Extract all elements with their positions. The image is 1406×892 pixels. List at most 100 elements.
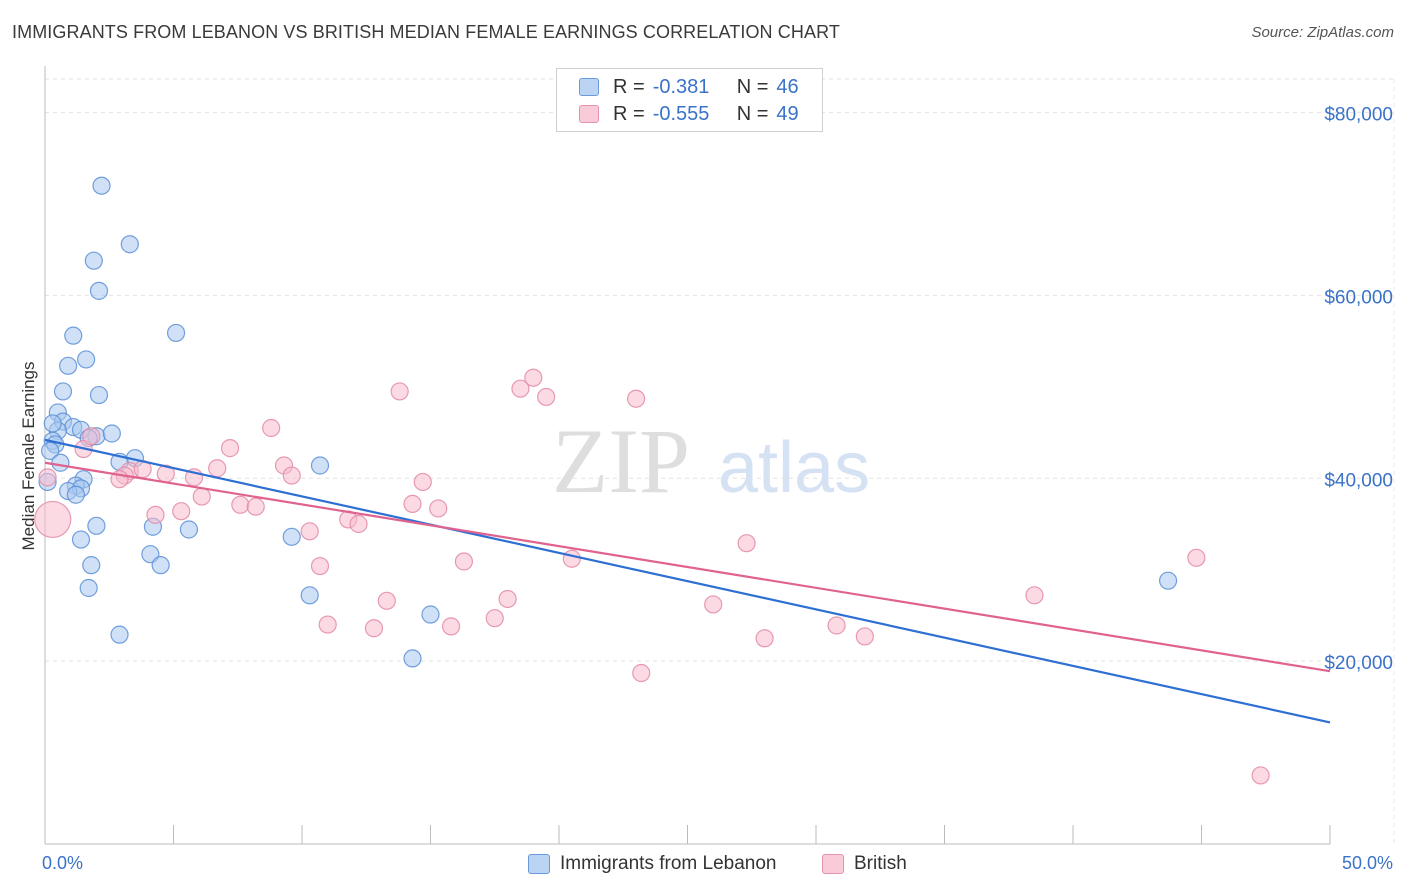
british-point: [737, 534, 756, 553]
lebanon-point: [120, 235, 139, 254]
lebanon-point: [79, 578, 98, 598]
points: [34, 176, 1270, 785]
legend-swatch-lebanon: [579, 78, 599, 96]
british-point: [704, 595, 723, 614]
legend-row-british: R = -0.555 N = 49: [579, 102, 799, 126]
legend-swatch-british: [579, 105, 599, 123]
british-point: [300, 522, 319, 541]
british-point: [172, 502, 191, 521]
british-point: [1025, 586, 1044, 605]
british-point: [403, 494, 422, 513]
lebanon-point: [71, 530, 91, 549]
lebanon-point: [84, 251, 103, 270]
trend-lines: [44, 438, 1331, 724]
british-point: [855, 627, 874, 646]
y-axis-label: Median Female Earnings: [19, 362, 38, 551]
lebanon-point: [66, 485, 85, 504]
lebanon-point: [1158, 571, 1178, 590]
lebanon-point: [82, 556, 101, 575]
lebanon-point: [151, 556, 170, 575]
y-tick-label: $40,000: [1324, 470, 1393, 491]
legend-r-value: -0.555: [652, 102, 710, 125]
watermark-atlas: atlas: [718, 428, 870, 508]
british-point: [485, 609, 504, 628]
british-point: [441, 617, 461, 636]
legend-n-label: N =: [736, 75, 769, 98]
lebanon-point: [421, 605, 440, 624]
british-point: [192, 487, 211, 506]
british-point: [38, 468, 57, 487]
axes: [44, 66, 1331, 845]
british-point: [390, 382, 409, 401]
british-point: [262, 418, 281, 438]
bottom-legend-british: British: [822, 852, 907, 876]
lebanon-trend-line: [44, 438, 1331, 724]
bottom-legend-label-british: British: [854, 853, 907, 874]
bottom-legend-swatch-lebanon: [528, 854, 550, 874]
x-tick-label-min: 0.0%: [42, 853, 83, 873]
lebanon-point: [403, 649, 422, 668]
british-point: [364, 619, 384, 638]
lebanon-point: [110, 625, 129, 644]
british-point: [537, 387, 556, 407]
british-point: [755, 629, 774, 648]
y-tick-label: $80,000: [1324, 105, 1393, 126]
british-point: [1187, 548, 1206, 567]
british-point: [626, 389, 646, 408]
lebanon-point: [64, 326, 83, 345]
chart-title: IMMIGRANTS FROM LEBANON VS BRITISH MEDIA…: [12, 22, 840, 42]
lebanon-point: [102, 424, 121, 443]
lebanon-point: [87, 516, 106, 535]
british-point: [82, 427, 101, 446]
british-point: [498, 589, 517, 609]
british-point: [208, 459, 227, 478]
legend-r-label: R =: [613, 102, 645, 125]
lebanon-point: [89, 385, 109, 405]
british-point: [310, 556, 330, 576]
lebanon-point: [300, 586, 319, 605]
watermark-zip: ZIP: [552, 410, 690, 512]
british-trend-line: [44, 461, 1331, 673]
tick-labels: $20,000 $40,000 $60,000 $80,000 0.0% 50.0%: [42, 105, 1393, 873]
lebanon-point: [59, 356, 78, 375]
legend-r-label: R =: [613, 75, 645, 98]
british-point: [146, 505, 165, 524]
british-point: [511, 379, 530, 398]
british-point: [827, 616, 846, 635]
lebanon-point: [92, 176, 111, 195]
lebanon-point: [89, 281, 109, 300]
legend-n-value: 46: [776, 75, 799, 98]
x-tick-label-max: 50.0%: [1342, 853, 1393, 873]
british-point: [220, 439, 240, 458]
bottom-legend-lebanon: Immigrants from Lebanon: [528, 852, 777, 876]
watermark: ZIP atlas: [552, 410, 870, 512]
legend-n-label: N =: [736, 102, 769, 125]
british-point: [318, 615, 337, 634]
bottom-legend-label-lebanon: Immigrants from Lebanon: [560, 853, 777, 874]
british-point: [282, 466, 301, 485]
lebanon-point: [282, 527, 301, 546]
legend-n-value: 49: [776, 102, 799, 125]
legend-row-lebanon: R = -0.381 N = 46: [579, 75, 799, 99]
british-point: [454, 552, 474, 571]
british-point: [34, 500, 72, 539]
bottom-legend-swatch-british: [822, 854, 844, 874]
y-tick-label: $60,000: [1324, 287, 1393, 308]
y-tick-label: $20,000: [1324, 653, 1393, 674]
lebanon-point: [51, 453, 70, 472]
lebanon-point: [310, 456, 330, 475]
legend-r-value: -0.381: [652, 75, 710, 98]
british-point: [524, 368, 543, 387]
lebanon-point: [53, 382, 73, 401]
british-point: [349, 514, 368, 534]
source-label: Source: ZipAtlas.com: [1251, 24, 1394, 41]
british-point: [246, 497, 265, 516]
lebanon-point: [41, 441, 60, 460]
lebanon-point: [43, 414, 62, 433]
lebanon-point: [166, 323, 186, 343]
british-point: [413, 472, 432, 492]
lebanon-point: [179, 520, 199, 539]
british-point: [1251, 766, 1270, 785]
british-point: [377, 591, 396, 610]
